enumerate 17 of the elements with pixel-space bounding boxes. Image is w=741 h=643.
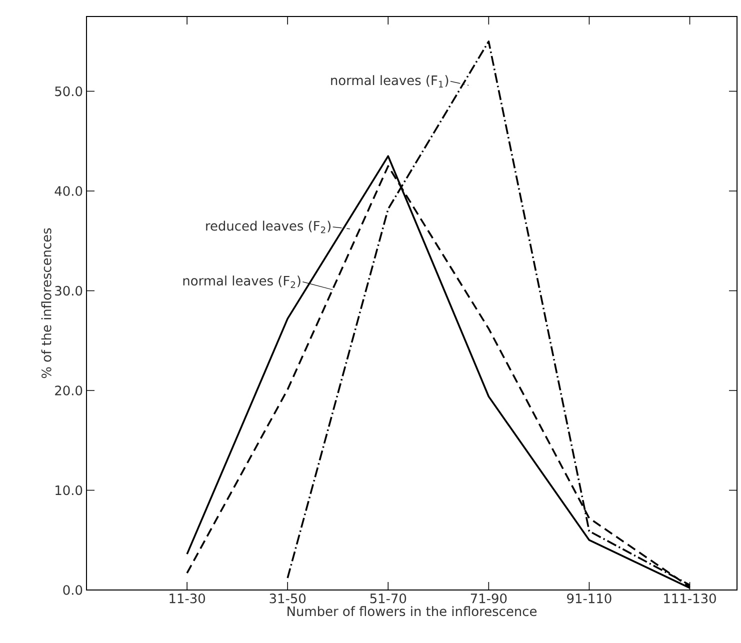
x-tick-label: 11-30 bbox=[170, 594, 205, 604]
legend-label: normal leaves (F$_{2}$) bbox=[183, 276, 300, 288]
y-tick-label: 10.0 bbox=[56, 485, 82, 496]
x-axis-title: Number of flowers in the inflorescence bbox=[288, 606, 537, 616]
y-tick-label: 0.0 bbox=[63, 585, 82, 595]
y-axis-title: % of the inflorescences bbox=[41, 228, 52, 378]
x-tick-label: 71-90 bbox=[470, 594, 507, 604]
y-tick-label: 50.0 bbox=[55, 86, 82, 96]
x-tick-label: 31-50 bbox=[270, 594, 306, 604]
x-tick-label: 91-110 bbox=[567, 594, 612, 604]
legend-label: normal leaves (F$_{1}$) bbox=[331, 75, 448, 88]
legend-label: reduced leaves (F$_{2}$) bbox=[206, 220, 331, 234]
y-tick-label: 20.0 bbox=[55, 386, 82, 396]
y-tick-label: 40.0 bbox=[54, 186, 82, 196]
y-tick-label: 30.0 bbox=[55, 286, 82, 296]
x-tick-label: 111-130 bbox=[664, 594, 716, 604]
x-tick-label: 51-70 bbox=[370, 594, 406, 604]
